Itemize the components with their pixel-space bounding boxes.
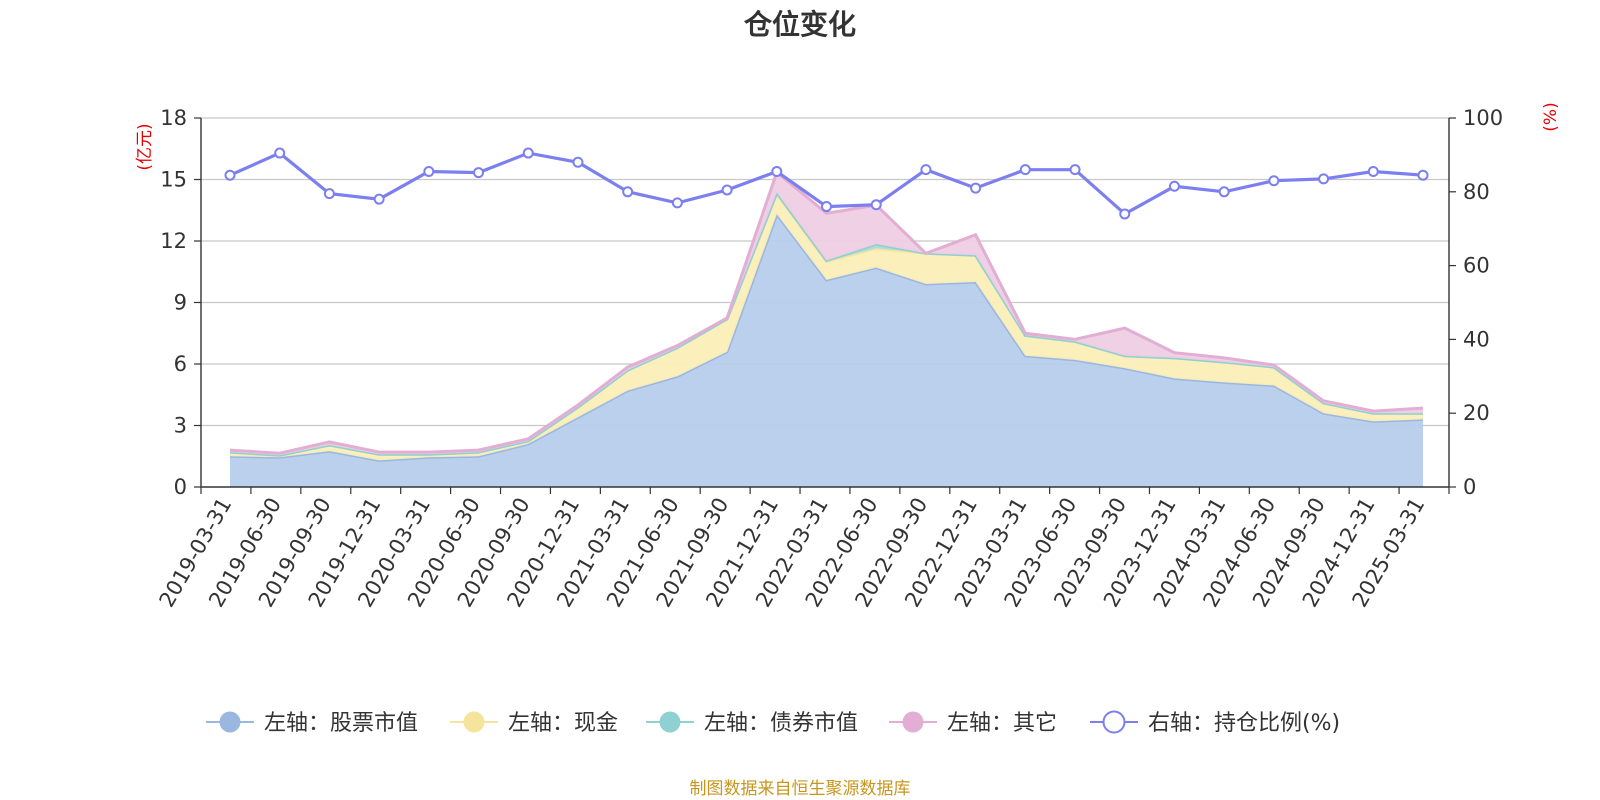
ratio-point[interactable]	[920, 164, 932, 176]
area-左轴：股票市值	[230, 214, 1423, 488]
right-axis-tick-label: 40	[1463, 327, 1490, 351]
ratio-point[interactable]	[473, 167, 485, 179]
legend-label: 右轴：持仓比例(%)	[1148, 711, 1340, 736]
ratio-point[interactable]	[1417, 169, 1429, 181]
right-axis-unit: (%)	[1541, 102, 1561, 131]
left-axis-tick-label: 6	[174, 352, 187, 376]
ratio-point[interactable]	[771, 166, 783, 178]
left-axis-unit: (亿元)	[135, 123, 155, 170]
right-axis-tick-label: 100	[1463, 106, 1503, 130]
stacked-areas	[229, 169, 1424, 488]
ratio-point[interactable]	[423, 166, 435, 178]
legend-marker	[1102, 710, 1126, 734]
left-axis-tick-label: 12	[160, 229, 187, 253]
legend-label: 左轴：股票市值	[264, 711, 418, 736]
area-左轴：其它	[230, 172, 1423, 456]
legend: 左轴：股票市值 左轴：现金 左轴：债券市值 左轴：其它 右轴：持仓比例(%)	[206, 710, 1340, 736]
legend-marker	[659, 711, 681, 733]
right-axis-tick-label: 60	[1463, 254, 1490, 278]
data-source-note: 制图数据来自恒生聚源数据库	[690, 779, 911, 799]
left-axis-tick-label: 3	[174, 414, 187, 438]
ratio-point[interactable]	[1019, 164, 1031, 176]
legend-marker	[219, 711, 241, 733]
right-axis-tick-label: 0	[1463, 475, 1476, 499]
left-axis-tick-label: 0	[174, 475, 187, 499]
ratio-point[interactable]	[1069, 164, 1081, 176]
ratio-point[interactable]	[821, 201, 832, 213]
ratio-point[interactable]	[970, 182, 982, 194]
area-edge-左轴：其它	[229, 169, 1424, 455]
legend-marker	[902, 711, 924, 733]
chart-title: 仓位变化	[744, 8, 856, 41]
ratio-point[interactable]	[1218, 186, 1230, 198]
ratio-point[interactable]	[1318, 173, 1330, 185]
legend-marker	[463, 711, 485, 733]
left-axis-tick-label: 9	[174, 291, 187, 315]
ratio-point[interactable]	[1168, 180, 1180, 192]
ratio-point[interactable]	[572, 156, 584, 168]
ratio-point[interactable]	[721, 184, 733, 196]
ratio-point[interactable]	[373, 193, 385, 205]
right-axis-tick-label: 20	[1463, 401, 1490, 425]
legend-label: 左轴：债券市值	[704, 711, 858, 736]
legend-item[interactable]: 左轴：其它	[889, 711, 1057, 736]
ratio-point[interactable]	[671, 197, 683, 209]
ratio-point[interactable]	[622, 186, 634, 198]
legend-item[interactable]: 左轴：股票市值	[206, 711, 418, 736]
ratio-point[interactable]	[224, 169, 236, 181]
legend-item[interactable]: 右轴：持仓比例(%)	[1090, 710, 1340, 736]
legend-label: 左轴：现金	[508, 711, 618, 736]
legend-label: 左轴：其它	[947, 711, 1057, 736]
ratio-point[interactable]	[522, 147, 534, 159]
legend-item[interactable]: 左轴：债券市值	[646, 711, 858, 736]
ratio-point[interactable]	[1268, 175, 1280, 187]
ratio-point[interactable]	[1119, 208, 1131, 220]
ratio-point[interactable]	[1367, 166, 1379, 178]
left-axis-tick-label: 18	[160, 106, 187, 130]
left-axis-tick-label: 15	[160, 168, 187, 192]
ratio-point[interactable]	[274, 147, 286, 159]
ratio-line-series	[224, 147, 1429, 220]
ratio-point[interactable]	[323, 188, 335, 200]
ratio-point[interactable]	[870, 199, 882, 211]
right-axis-tick-label: 80	[1463, 180, 1490, 204]
legend-item[interactable]: 左轴：现金	[450, 711, 618, 736]
